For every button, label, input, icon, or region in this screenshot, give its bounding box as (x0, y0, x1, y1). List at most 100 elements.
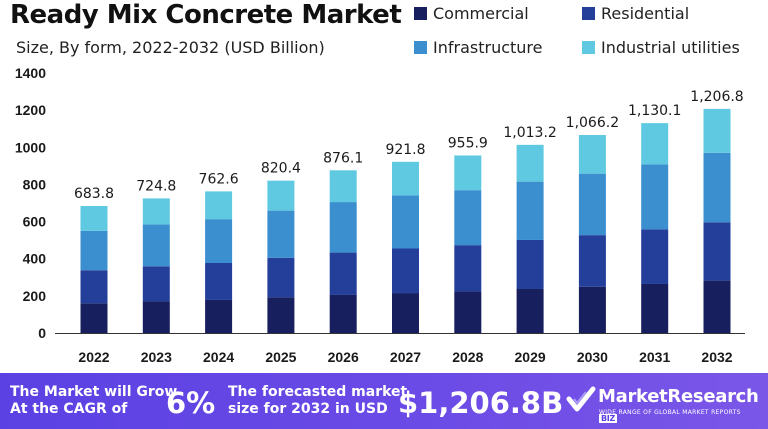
cagr-value: 6% (166, 386, 216, 420)
x-tick-label: 2022 (78, 349, 109, 365)
bar-segment-residential (267, 257, 295, 298)
bar-segment-commercial (392, 293, 419, 333)
bar-segment-industrial-utilities (454, 155, 482, 191)
forecast-caption-line1: The forecasted market (228, 384, 408, 400)
bar-segment-residential (703, 222, 731, 281)
data-label: 921.8 (385, 142, 425, 158)
bar-segment-commercial (80, 303, 108, 333)
bar-segment-infrastructure (703, 152, 731, 223)
x-tick-label: 2030 (577, 349, 608, 365)
data-label: 1,206.8 (690, 89, 743, 105)
legend-swatch-infrastructure (414, 41, 427, 54)
legend-swatch-industrial-utilities (582, 41, 595, 54)
bar-segment-infrastructure (267, 210, 295, 258)
bar-segment-industrial-utilities (329, 170, 357, 203)
cagr-caption: The Market will Grow At the CAGR of (10, 384, 177, 418)
bar-segment-commercial (329, 294, 357, 333)
bar-segment-commercial (454, 291, 482, 333)
data-label: 762.6 (199, 171, 239, 187)
bar-segment-infrastructure (578, 173, 606, 236)
y-tick-label: 0 (38, 325, 46, 341)
bar-segment-infrastructure (392, 195, 419, 249)
data-label: 1,066.2 (566, 115, 619, 131)
y-tick-label: 600 (23, 214, 47, 230)
bar-segment-residential (641, 229, 669, 284)
x-tick-label: 2024 (203, 349, 234, 365)
bar-segment-residential (516, 239, 544, 289)
data-label: 724.8 (136, 178, 176, 194)
bar-segment-infrastructure (454, 190, 482, 246)
checkmark-logo-icon (566, 386, 596, 412)
bar-segment-infrastructure (641, 164, 669, 230)
cagr-caption-line2: At the CAGR of (10, 401, 128, 417)
y-tick-label: 1000 (15, 139, 46, 155)
legend-label-commercial: Commercial (433, 4, 529, 23)
bar-segment-infrastructure (142, 224, 170, 267)
bar-segment-commercial (205, 299, 233, 333)
x-tick-label: 2031 (639, 349, 670, 365)
data-label: 683.8 (74, 186, 114, 202)
y-tick-label: 800 (23, 176, 47, 192)
legend-label-residential: Residential (601, 4, 690, 23)
bar-segment-infrastructure (80, 230, 108, 271)
legend-item-industrial-utilities: Industrial utilities (582, 38, 740, 57)
brand-text: MarketResearch (598, 386, 759, 407)
x-tick-label: 2032 (701, 349, 732, 365)
brand-tagline: WIDE RANGE OF GLOBAL MARKET REPORTS (599, 409, 741, 416)
forecast-value: $1,206.8B (398, 386, 564, 420)
data-label: 820.4 (261, 161, 301, 177)
brand-name[interactable]: MarketResearch BIZ (598, 386, 768, 428)
data-label: 1,013.2 (503, 125, 556, 141)
bar-segment-commercial (641, 283, 669, 333)
bar-segment-industrial-utilities (516, 144, 544, 182)
bar-segment-commercial (267, 297, 295, 333)
data-label: 955.9 (448, 135, 488, 151)
bar-segment-residential (80, 270, 108, 304)
bar-segment-residential (329, 252, 357, 295)
legend-item-infrastructure: Infrastructure (414, 38, 542, 57)
legend-label-infrastructure: Infrastructure (433, 38, 543, 57)
y-tick-label: 200 (23, 288, 47, 304)
x-tick-label: 2026 (328, 349, 359, 365)
chart-title: Ready Mix Concrete Market (10, 0, 402, 30)
legend-item-residential: Residential (582, 4, 689, 23)
stacked-bar-chart: 0 200 400 600 800 1000 1200 1400 683.8 2022 724.8 2… (15, 65, 745, 365)
x-tick-label: 2023 (141, 349, 172, 365)
bar-segment-commercial (578, 286, 606, 333)
y-tick-label: 1200 (15, 102, 46, 118)
x-tick-label: 2025 (265, 349, 296, 365)
bar-segment-residential (142, 266, 170, 302)
bar-segment-commercial (516, 288, 544, 333)
bar-segment-commercial (703, 280, 731, 333)
bar-segment-industrial-utilities (392, 161, 419, 196)
data-label: 876.1 (323, 150, 363, 166)
x-tick-label: 2027 (390, 349, 421, 365)
bar-segment-commercial (142, 301, 170, 333)
legend-swatch-commercial (414, 7, 427, 20)
bar-segment-industrial-utilities (641, 123, 669, 165)
chart-subtitle: Size, By form, 2022-2032 (USD Billion) (16, 38, 325, 57)
bar-segment-residential (578, 235, 606, 287)
bar-segment-infrastructure (205, 219, 233, 263)
bar-segment-industrial-utilities (142, 198, 170, 225)
bar-segment-residential (205, 262, 233, 300)
y-tick-label: 1400 (15, 65, 46, 81)
bar-segment-industrial-utilities (267, 180, 295, 211)
x-tick-label: 2029 (515, 349, 546, 365)
bar-segment-residential (454, 245, 482, 292)
bar-segment-industrial-utilities (578, 134, 606, 174)
x-tick-label: 2028 (452, 349, 483, 365)
bar-segment-infrastructure (516, 181, 544, 240)
y-tick-label: 400 (23, 251, 47, 267)
brand-badge: BIZ (599, 414, 617, 423)
footer-banner: The Market will Grow At the CAGR of 6% T… (0, 373, 768, 429)
legend-label-industrial-utilities: Industrial utilities (601, 38, 740, 57)
data-label: 1,130.1 (628, 103, 681, 119)
bar-segment-industrial-utilities (205, 191, 233, 220)
cagr-caption-line1: The Market will Grow (10, 384, 178, 400)
forecast-caption-line2: size for 2032 in USD (228, 401, 388, 417)
bar-segment-infrastructure (329, 202, 357, 253)
bar-segment-industrial-utilities (80, 206, 108, 231)
legend-swatch-residential (582, 7, 595, 20)
bar-segment-residential (392, 248, 419, 294)
